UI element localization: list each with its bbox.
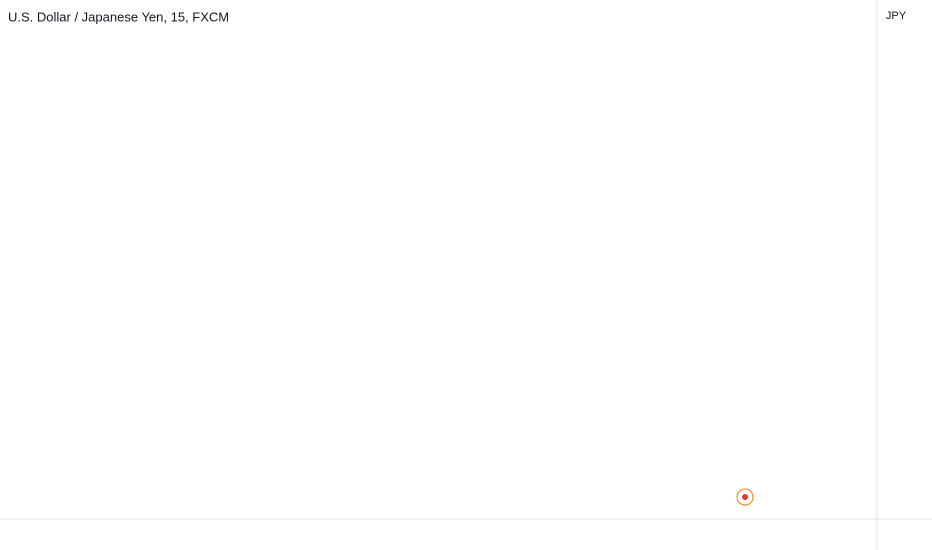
currency: JPY (886, 10, 907, 22)
event-marker-dot (742, 494, 748, 500)
chart-title: U.S. Dollar / Japanese Yen, 15, FXCM (8, 9, 229, 24)
